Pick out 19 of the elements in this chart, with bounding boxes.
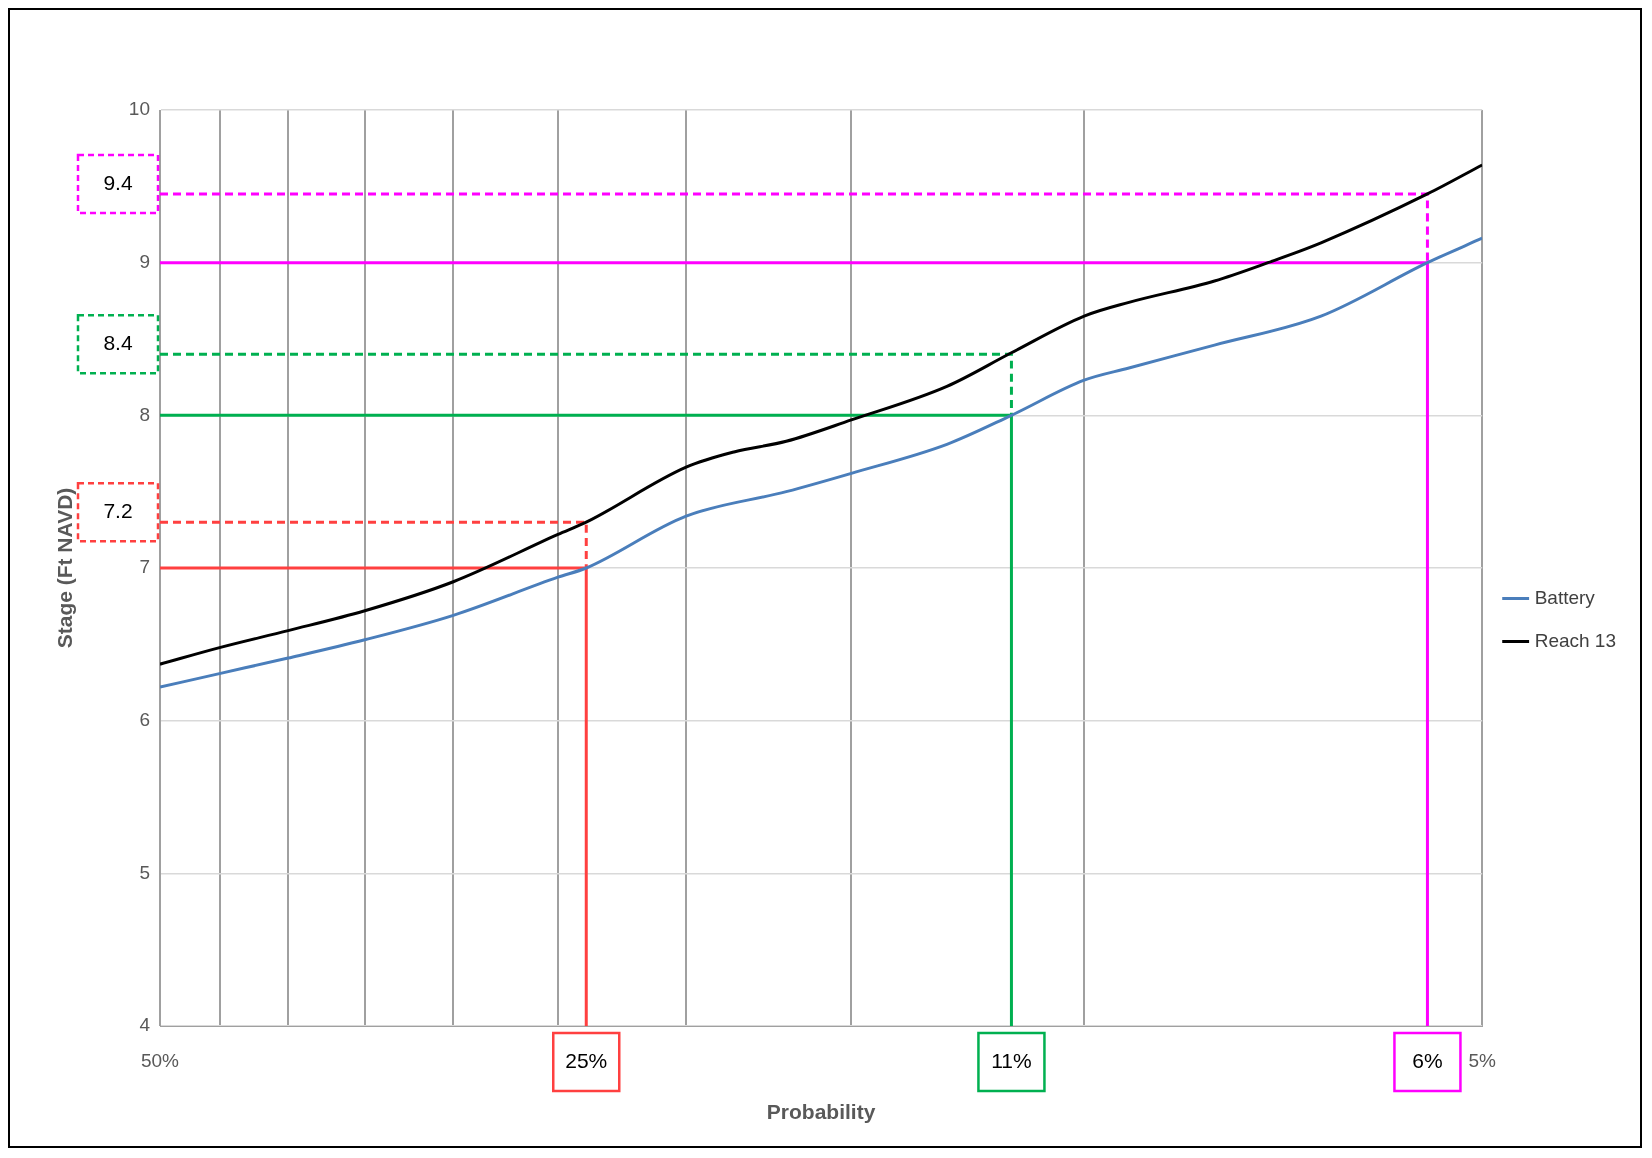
legend-label: Battery [1534,586,1596,608]
text: 6% [1412,1048,1443,1072]
y-tick-label: 5 [139,861,150,883]
y-tick-label: 6 [139,708,150,730]
text: 8.4 [103,331,133,355]
x-tick-label: 50% [140,1049,180,1071]
legend-label: Reach 13 [1534,629,1617,651]
y-tick-label: 10 [128,98,150,120]
y-tick-label: 9 [139,250,150,272]
x-tick-label: 5% [1468,1049,1496,1071]
text: 11% [991,1048,1032,1072]
y-tick-label: 7 [139,556,150,578]
text: 9.4 [103,170,133,194]
x-axis-title: Probability [766,1100,876,1124]
y-axis-title: Stage (Ft NAVD) [53,487,77,649]
text: 25% [565,1048,608,1072]
y-tick-label: 4 [139,1014,151,1036]
text: 7.2 [103,499,133,522]
y-tick-label: 8 [139,403,150,425]
